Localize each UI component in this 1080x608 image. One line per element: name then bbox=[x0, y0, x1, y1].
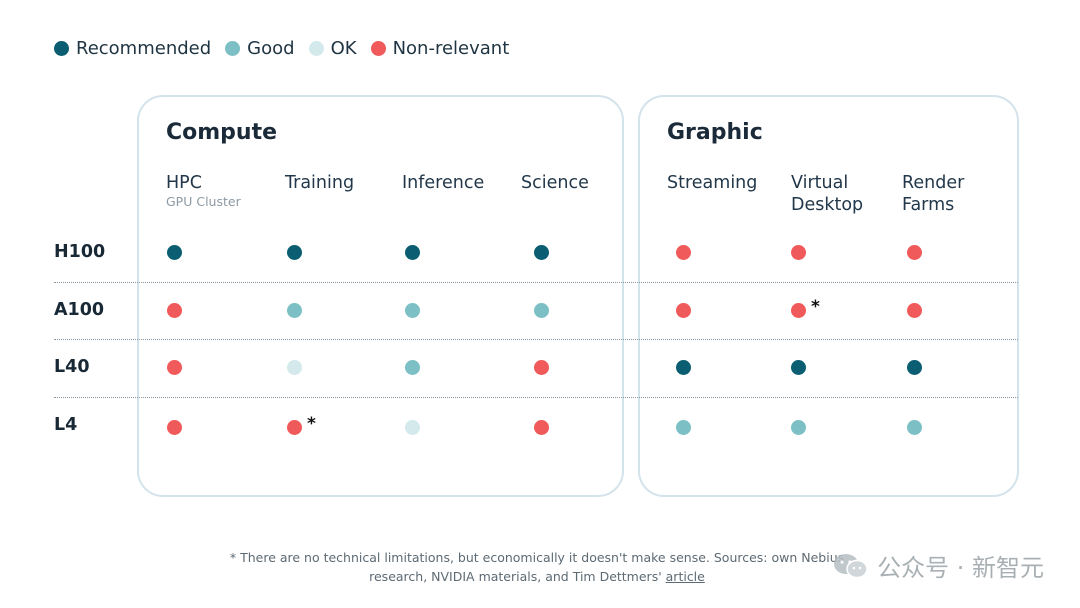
column-header-hpc: HPC GPU Cluster bbox=[166, 172, 241, 209]
rating-dot-a100-2 bbox=[286, 302, 302, 318]
legend-item-good: Good bbox=[225, 38, 295, 59]
rating-dot-l40-4 bbox=[533, 359, 549, 375]
wechat-icon bbox=[834, 553, 868, 578]
column-header-streaming: Streaming bbox=[667, 173, 758, 193]
rating-dot-l4-4 bbox=[533, 419, 549, 435]
rating-dot-l40-5 bbox=[675, 359, 691, 375]
row-divider bbox=[54, 397, 1018, 398]
row-divider bbox=[54, 282, 1018, 283]
column-header-training: Training bbox=[285, 173, 355, 193]
rating-dot-l4-3 bbox=[404, 419, 420, 435]
rating-dot-l4-6 bbox=[790, 419, 806, 435]
graphic-group-title: Graphic bbox=[667, 120, 763, 145]
legend-item-recommended: Recommended bbox=[54, 38, 211, 59]
rating-dot-l4-1 bbox=[166, 419, 182, 435]
compute-group-title: Compute bbox=[166, 120, 278, 145]
legend-label: Recommended bbox=[76, 38, 212, 59]
rating-dot-l40-3 bbox=[404, 359, 420, 375]
rating-dot-a100-1 bbox=[166, 302, 182, 318]
compute-panel bbox=[137, 95, 624, 497]
asterisk-mark: * bbox=[307, 414, 316, 434]
rating-dot-a100-5 bbox=[675, 302, 691, 318]
column-label: HPC bbox=[166, 173, 202, 193]
rating-dot-h100-2 bbox=[286, 244, 302, 260]
column-header-render-farms: Render Farms bbox=[902, 173, 965, 215]
footnote-text: * There are no technical limitations, bu… bbox=[229, 550, 845, 584]
rating-dot-h100-7 bbox=[906, 244, 922, 260]
legend-dot-ok bbox=[308, 41, 324, 56]
rating-dot-h100-6 bbox=[790, 244, 806, 260]
watermark: 公众号 · 新智元 bbox=[831, 548, 1044, 583]
rating-dot-a100-3 bbox=[404, 302, 420, 318]
legend-dot-good bbox=[225, 41, 241, 56]
article-link[interactable]: article bbox=[665, 569, 705, 584]
rating-dot-l4-7 bbox=[906, 419, 922, 435]
legend-dot-recommended bbox=[54, 41, 69, 56]
legend-label: Good bbox=[247, 38, 295, 59]
asterisk-mark: * bbox=[811, 297, 820, 317]
watermark-text: 公众号 · 新智元 bbox=[877, 554, 1044, 582]
rating-dot-a100-7 bbox=[906, 302, 922, 318]
rating-dot-h100-4 bbox=[533, 244, 549, 260]
rating-dot-a100-4 bbox=[533, 302, 549, 318]
legend-item-non-relevant: Non-relevant bbox=[370, 38, 510, 59]
rating-dot-l40-2 bbox=[286, 359, 302, 375]
legend-label: Non-relevant bbox=[392, 38, 510, 59]
rating-dot-h100-3 bbox=[404, 244, 420, 260]
rating-dot-l40-7 bbox=[906, 359, 922, 375]
row-label-a100: A100 bbox=[54, 300, 105, 320]
rating-dot-a100-6 bbox=[790, 302, 806, 318]
rating-dot-l40-6 bbox=[790, 359, 806, 375]
column-header-science: Science bbox=[521, 173, 589, 193]
row-label-h100: H100 bbox=[54, 242, 106, 262]
rating-dot-l4-2 bbox=[286, 419, 302, 435]
rating-dot-h100-5 bbox=[675, 244, 691, 260]
column-sublabel: GPU Cluster bbox=[166, 194, 241, 209]
rating-dot-l40-1 bbox=[166, 359, 182, 375]
rating-dot-h100-1 bbox=[166, 244, 182, 260]
rating-dot-l4-5 bbox=[675, 419, 691, 435]
row-label-l40: L40 bbox=[54, 357, 90, 377]
footnote: * There are no technical limitations, bu… bbox=[200, 548, 874, 586]
graphic-panel bbox=[638, 95, 1019, 497]
legend-item-ok: OK bbox=[308, 38, 357, 59]
column-header-virtual-desktop: Virtual Desktop bbox=[791, 173, 864, 215]
column-header-inference: Inference bbox=[402, 173, 485, 193]
legend: Recommended Good OK Non-relevant bbox=[54, 38, 523, 59]
legend-dot-non-relevant bbox=[370, 41, 386, 56]
row-divider bbox=[54, 339, 1018, 340]
row-label-l4: L4 bbox=[54, 415, 78, 435]
legend-label: OK bbox=[330, 38, 357, 59]
